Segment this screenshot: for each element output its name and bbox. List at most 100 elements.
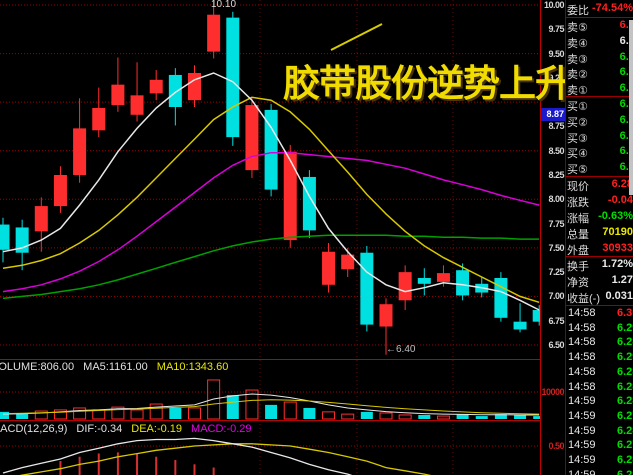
candle-body [532,310,541,322]
tick-price: 6.29 [617,351,633,364]
candle-body [322,251,336,285]
price-axis-label: 7.00 [548,291,564,302]
price-axis-label: 7.50 [548,242,564,253]
tick-row[interactable]: 14:58 6.28 [566,380,633,395]
trend-line-annotation [330,23,383,51]
tick-row[interactable]: 14:59 6.28 [566,468,633,475]
tick-row[interactable]: 14:58 6.29 [566,350,633,365]
candle-body [111,84,125,106]
tick-row[interactable]: 14:59 6.27 [566,438,633,453]
ask-row[interactable]: 卖③6.31 [566,50,633,66]
volume-bar [169,407,182,419]
section-divider [566,17,633,18]
volume-bar [0,411,9,419]
tick-row[interactable]: 14:58 6.29 [566,321,633,336]
section-divider [566,96,633,97]
ask-row-label: 卖⑤ [567,22,588,34]
tick-time: 14:58 [568,380,596,393]
ask-row[interactable]: 卖②6.30 [566,65,633,81]
tick-price: 6.28 [617,454,633,466]
candle-body [245,105,259,171]
candle-body [513,321,527,330]
bid-row-label: 买⑤ [567,164,588,177]
ask-row[interactable]: 卖⑤6.33 [566,18,633,34]
tick-time: 14:59 [568,454,596,466]
volume-bar [360,411,373,419]
price-axis-label: 9.25 [548,72,564,83]
tick-price: 6.28 [617,380,633,393]
bid-row[interactable]: 买③6.25 [566,129,633,145]
tick-row[interactable]: 14:58 6.30 [566,306,633,321]
tick-price: 6.27 [617,439,633,452]
price-axis-label: 7.25 [548,267,564,278]
bid-row[interactable]: 买⑤6.23 [566,160,633,176]
stat-row-value: 1.27 [611,274,633,286]
candle-body [436,273,450,282]
stat-row: 外盘 30933 [566,241,633,257]
ma5-line [2,72,540,311]
candle-body [360,252,374,325]
candle-body [398,272,412,301]
stat-row-value: 1.72% [601,258,633,270]
bid-row-label: 买③ [567,132,588,145]
ask-row-label: 卖① [567,85,588,98]
cursor-price-box: 8.87 [541,107,565,121]
volume-bar [456,414,469,419]
tick-row[interactable]: 14:58 6.28 [566,365,633,380]
tick-time: 14:59 [568,409,596,422]
tick-row[interactable]: 14:59 6.27 [566,409,633,424]
tick-row[interactable]: 14:59 6.28 [566,453,633,468]
volume-bar [92,409,106,420]
stat-row-value: 6.28 [611,178,633,190]
tick-time: 14:58 [568,321,596,334]
bid-row[interactable]: 买④6.24 [566,144,633,160]
volume-bar [53,409,67,420]
stat-row-label: 现价 [567,181,589,193]
tick-row[interactable]: 14:59 6.28 [566,424,633,439]
bid-row[interactable]: 买①6.27 [566,97,633,113]
stat-row: 净资 1.27 [566,273,633,289]
bid-row[interactable]: 买②6.26 [566,113,633,129]
tick-price: 6.30 [617,307,633,319]
price-axis-label: 8.75 [548,121,564,132]
macd-lines-group [2,437,432,475]
tick-price: 6.29 [617,321,633,334]
volume-bar [418,414,431,419]
kline-chart[interactable] [0,0,541,475]
candle-body [92,107,106,131]
volume-ma5-label: MA5:1161.00 [83,361,148,373]
tick-price: 6.28 [617,395,633,408]
volume-bar [533,416,541,419]
volume-bar [303,407,316,419]
stat-row: 总量 70190 [566,225,633,241]
tick-time: 14:59 [568,468,596,475]
stat-row: 涨跌 -0.04 [566,193,633,209]
stat-row-label: 总量 [567,228,589,241]
volume-ma10-label: MA10:1343.60 [156,361,229,373]
price-axis-label: 6.50 [548,340,564,350]
volume-bar [475,416,488,419]
volume-bar [207,379,221,420]
ma10-line [2,96,540,304]
tick-time: 14:59 [568,395,596,408]
tick-time: 14:58 [568,307,596,319]
scrollbar[interactable] [629,20,633,195]
ask-row[interactable]: 卖④6.32 [566,34,633,50]
dif-line [2,437,353,475]
candle-body [341,254,355,270]
tick-row[interactable]: 14:58 6.28 [566,335,633,350]
price-axis: 10.00 9.75 9.50 9.25 8.75 8.50 8.25 8.00 7.75 7.5… [541,0,565,475]
tick-row[interactable]: 14:59 6.28 [566,394,633,409]
price-axis-label: 9.75 [548,24,564,35]
stat-row-label: 换手 [567,261,589,273]
volume-bar [16,413,29,419]
bid-row-label: 买② [567,116,588,129]
volume-bar [283,401,297,420]
volume-bar [379,412,393,420]
ma60-line [2,234,540,300]
price-axis-label: 8.25 [548,170,564,180]
volume-bar [245,389,259,420]
macd-pane-labels: MACD(12,26,9) DIF:-0.34 DEA:-0.19 MACD:-0.2… [0,423,261,435]
ask-row-label: 卖② [567,69,588,82]
ask-row[interactable]: 卖①6.29 [566,81,633,97]
